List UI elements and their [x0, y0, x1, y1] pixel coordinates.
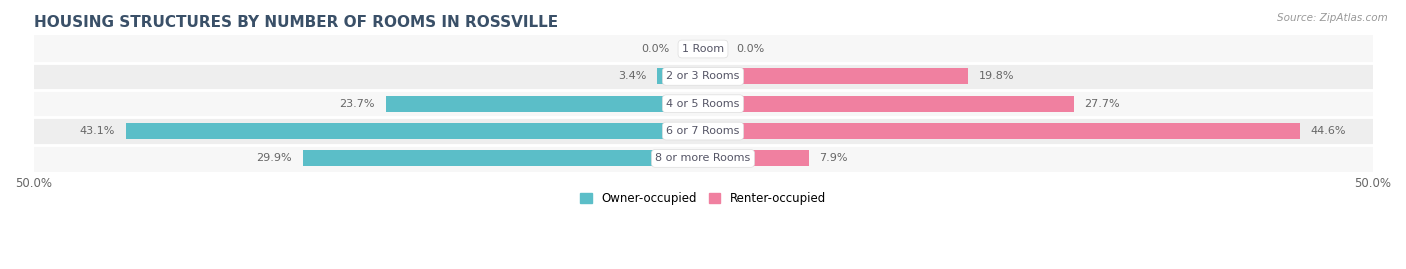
Bar — [34, 145, 1372, 172]
Bar — [703, 68, 969, 84]
Bar — [703, 123, 1301, 139]
Text: 1 Room: 1 Room — [682, 44, 724, 54]
Bar — [703, 96, 1074, 112]
Text: 23.7%: 23.7% — [339, 99, 375, 109]
Bar — [703, 150, 808, 166]
Text: 29.9%: 29.9% — [256, 153, 292, 164]
Text: 0.0%: 0.0% — [737, 44, 765, 54]
Bar — [34, 35, 1372, 63]
Text: 4 or 5 Rooms: 4 or 5 Rooms — [666, 99, 740, 109]
Text: 6 or 7 Rooms: 6 or 7 Rooms — [666, 126, 740, 136]
Bar — [127, 123, 703, 139]
Bar — [302, 150, 703, 166]
Bar — [34, 117, 1372, 145]
Text: Source: ZipAtlas.com: Source: ZipAtlas.com — [1277, 13, 1388, 23]
Text: 3.4%: 3.4% — [619, 71, 647, 81]
Text: HOUSING STRUCTURES BY NUMBER OF ROOMS IN ROSSVILLE: HOUSING STRUCTURES BY NUMBER OF ROOMS IN… — [34, 15, 558, 30]
Text: 8 or more Rooms: 8 or more Rooms — [655, 153, 751, 164]
Bar — [34, 90, 1372, 117]
Bar — [385, 96, 703, 112]
Text: 7.9%: 7.9% — [820, 153, 848, 164]
Text: 27.7%: 27.7% — [1084, 99, 1121, 109]
Text: 43.1%: 43.1% — [80, 126, 115, 136]
Bar — [658, 68, 703, 84]
Text: 2 or 3 Rooms: 2 or 3 Rooms — [666, 71, 740, 81]
Text: 19.8%: 19.8% — [979, 71, 1014, 81]
Bar — [34, 63, 1372, 90]
Text: 44.6%: 44.6% — [1310, 126, 1347, 136]
Text: 0.0%: 0.0% — [641, 44, 669, 54]
Legend: Owner-occupied, Renter-occupied: Owner-occupied, Renter-occupied — [575, 187, 831, 210]
